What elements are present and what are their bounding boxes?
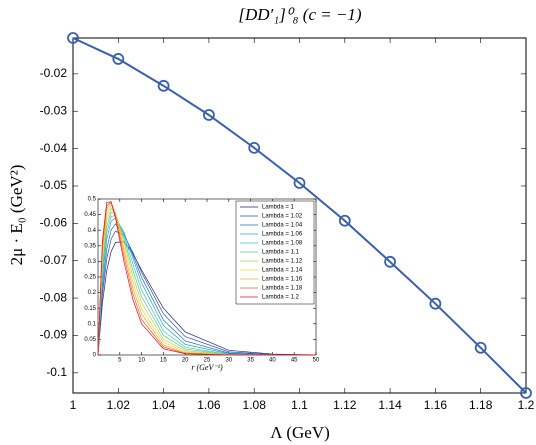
y-tick-label: -0.1 (46, 365, 67, 379)
y-axis-label: 2μ · E₀ (GeV²) (7, 165, 26, 266)
legend-label: Lambda = 1.08 (262, 241, 303, 247)
y-tick-label: 0.35 (84, 243, 96, 249)
data-point (293, 177, 306, 189)
x-tick-label: 35 (247, 358, 254, 364)
y-tick-label: 0.45 (84, 212, 96, 218)
x-axis-label: Λ (GeV) (270, 423, 330, 442)
y-tick-label: -0.09 (40, 328, 68, 342)
data-point (429, 297, 442, 310)
legend-label: Lambda = 1.14 (262, 268, 303, 274)
data-point (157, 79, 170, 92)
data-point (248, 141, 261, 154)
legend-label: Lambda = 1.1 (262, 250, 300, 256)
y-tick-label: -0.08 (40, 290, 68, 304)
x-tick-label: 1 (70, 398, 77, 412)
data-point (384, 255, 397, 268)
x-tick-label: 1.18 (469, 398, 493, 412)
y-tick-label: 0.3 (88, 259, 97, 265)
x-tick-label: 25 (204, 358, 211, 364)
x-tick-label: 50 (313, 358, 320, 364)
series-line (72, 37, 527, 394)
y-tick-label: -0.03 (40, 103, 68, 117)
legend-label: Lambda = 1.18 (262, 286, 303, 292)
y-tick-label: 0.25 (84, 275, 96, 281)
y-tick-label: -0.02 (40, 66, 68, 80)
y-tick-label: -0.04 (40, 141, 68, 155)
series-line (97, 223, 317, 356)
legend-label: Lambda = 1.16 (262, 277, 303, 283)
x-tick-label: 1.14 (378, 398, 402, 412)
x-tick-label: 1.12 (333, 398, 357, 412)
x-tick-label: 1.04 (152, 398, 176, 412)
data-point (67, 32, 79, 44)
data-point (112, 53, 125, 65)
series-line (97, 217, 317, 356)
y-tick-label: 0.15 (84, 306, 96, 312)
legend-box (235, 200, 315, 305)
x-tick-label: 1.1 (291, 398, 308, 412)
y-tick-label: -0.05 (40, 178, 68, 192)
x-tick-label: 1.08 (243, 398, 267, 412)
y-tick-label: 0 (93, 353, 97, 359)
x-tick-label: 15 (160, 358, 167, 364)
data-point (474, 341, 487, 354)
x-tick-label: 40 (269, 358, 276, 364)
legend-label: Lambda = 1.06 (262, 232, 303, 238)
legend-label: Lambda = 1 (262, 205, 295, 211)
x-tick-label: 1.2 (518, 398, 535, 412)
legend-label: Lambda = 1.12 (262, 259, 303, 265)
legend-label: Lambda = 1.2 (262, 295, 300, 301)
x-tick-label: 1.02 (107, 398, 131, 412)
x-axis-label: r (GeV⁻¹) (191, 363, 223, 372)
x-tick-label: 1.16 (424, 398, 448, 412)
series-line (97, 201, 316, 356)
legend-label: Lambda = 1.04 (262, 223, 303, 229)
legend-label: Lambda = 1.02 (262, 214, 303, 220)
x-tick-label: 30 (225, 358, 232, 364)
x-tick-label: 10 (138, 358, 145, 364)
x-tick-label: 5 (118, 358, 122, 364)
series-line (97, 230, 317, 356)
y-tick-label: -0.07 (40, 253, 68, 267)
y-tick-label: 0.5 (88, 197, 97, 203)
data-point (202, 109, 215, 121)
y-tick-label: -0.06 (40, 216, 68, 230)
series-line (97, 241, 317, 356)
data-point (338, 214, 351, 227)
y-tick-label: 0.4 (88, 228, 97, 234)
y-tick-label: 0.1 (88, 321, 97, 327)
inset-chart: 5 10 15 20 25 30 35 40 45 50 0 0.05 0.1 0.15 0.2 0.25 0.… (84, 197, 320, 372)
chart-title: [DD′₁]⁰₈ (c = −1) (238, 5, 362, 24)
x-tick-label: 20 (182, 358, 189, 364)
x-tick-label: 45 (291, 358, 298, 364)
data-point (520, 387, 532, 399)
y-tick-label: 0.05 (84, 337, 96, 343)
x-tick-label: 1.06 (197, 398, 221, 412)
y-tick-label: 0.2 (88, 290, 97, 296)
